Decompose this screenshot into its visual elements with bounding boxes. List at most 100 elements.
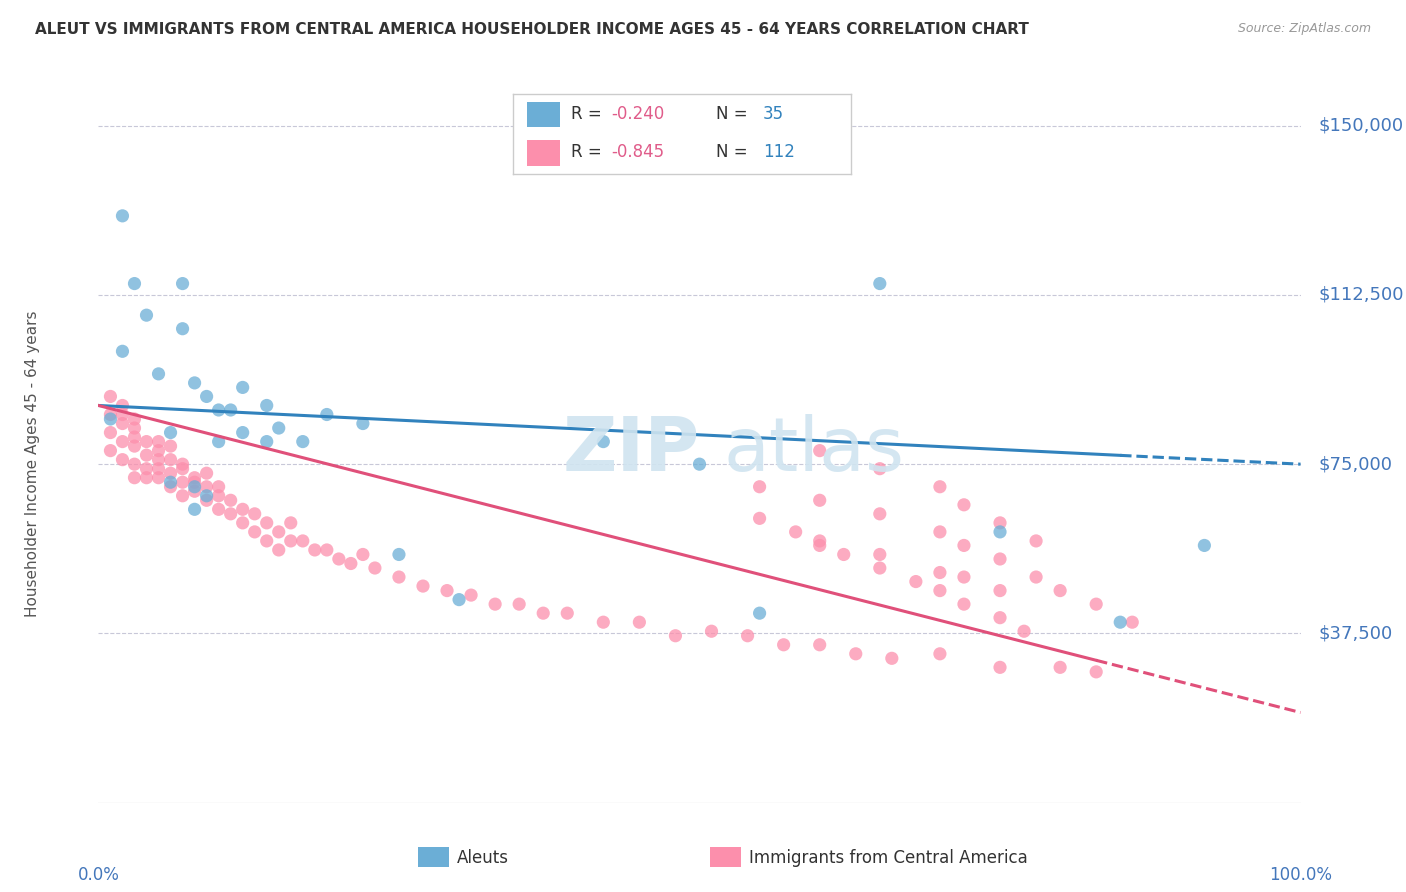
Point <box>364 561 387 575</box>
Point <box>195 389 218 403</box>
Point <box>928 566 950 580</box>
Point <box>148 471 170 485</box>
Point <box>304 543 326 558</box>
Point <box>111 209 134 223</box>
Point <box>315 408 337 422</box>
Point <box>845 647 868 661</box>
Point <box>148 452 170 467</box>
Point <box>172 277 194 291</box>
Point <box>256 399 278 413</box>
Point <box>195 493 218 508</box>
Point <box>208 489 231 503</box>
Point <box>183 376 205 390</box>
Point <box>928 480 950 494</box>
Point <box>208 480 231 494</box>
Point <box>183 484 205 499</box>
Point <box>219 403 242 417</box>
Point <box>172 457 194 471</box>
Point <box>1085 665 1108 679</box>
Point <box>111 452 134 467</box>
Point <box>1049 660 1071 674</box>
Point <box>1012 624 1035 639</box>
Point <box>280 533 302 548</box>
Bar <box>527 140 561 166</box>
Point <box>531 606 554 620</box>
Point <box>869 461 891 475</box>
Point <box>135 471 157 485</box>
Text: ZIP: ZIP <box>562 414 699 487</box>
Point <box>135 308 157 322</box>
Point <box>100 408 122 422</box>
Text: 112: 112 <box>763 144 794 161</box>
Point <box>100 443 122 458</box>
Point <box>208 434 231 449</box>
Point <box>159 480 181 494</box>
Point <box>243 524 266 539</box>
Point <box>148 367 170 381</box>
Point <box>592 615 614 630</box>
Point <box>100 412 122 426</box>
Text: $37,500: $37,500 <box>1319 624 1393 642</box>
Text: -0.845: -0.845 <box>612 144 664 161</box>
Point <box>159 439 181 453</box>
Point <box>111 417 134 431</box>
Point <box>869 507 891 521</box>
Point <box>412 579 434 593</box>
Point <box>100 389 122 403</box>
Text: R =: R = <box>571 104 606 123</box>
Point <box>315 543 337 558</box>
Text: $150,000: $150,000 <box>1319 117 1403 135</box>
Point <box>808 493 831 508</box>
Point <box>232 425 254 440</box>
Point <box>748 480 770 494</box>
Point <box>219 507 242 521</box>
Point <box>256 434 278 449</box>
Point <box>100 425 122 440</box>
Point <box>111 344 134 359</box>
Text: Aleuts: Aleuts <box>457 849 509 867</box>
Point <box>928 524 950 539</box>
Point <box>700 624 723 639</box>
Point <box>1109 615 1132 630</box>
Point <box>256 533 278 548</box>
Point <box>195 466 218 480</box>
Point <box>111 399 134 413</box>
Text: Immigrants from Central America: Immigrants from Central America <box>749 849 1028 867</box>
Text: R =: R = <box>571 144 606 161</box>
Point <box>159 466 181 480</box>
Point <box>124 457 146 471</box>
Point <box>124 412 146 426</box>
Point <box>208 403 231 417</box>
Point <box>808 443 831 458</box>
Point <box>1194 538 1216 552</box>
Point <box>869 561 891 575</box>
Point <box>291 434 314 449</box>
Point <box>172 489 194 503</box>
Point <box>159 452 181 467</box>
Point <box>772 638 794 652</box>
Point <box>904 574 927 589</box>
Point <box>688 457 710 471</box>
Point <box>172 322 194 336</box>
Point <box>832 548 855 562</box>
Point <box>183 471 205 485</box>
Point <box>195 489 218 503</box>
Point <box>291 533 314 548</box>
Text: $75,000: $75,000 <box>1319 455 1392 473</box>
Point <box>664 629 686 643</box>
Point <box>928 583 950 598</box>
Point <box>484 597 506 611</box>
Point <box>953 538 976 552</box>
Point <box>232 502 254 516</box>
Point <box>159 425 181 440</box>
Point <box>232 380 254 394</box>
Text: N =: N = <box>716 104 752 123</box>
Point <box>183 502 205 516</box>
Point <box>988 524 1011 539</box>
Point <box>1025 570 1047 584</box>
Point <box>232 516 254 530</box>
Point <box>172 461 194 475</box>
Point <box>988 610 1011 624</box>
Point <box>148 434 170 449</box>
Point <box>953 597 976 611</box>
